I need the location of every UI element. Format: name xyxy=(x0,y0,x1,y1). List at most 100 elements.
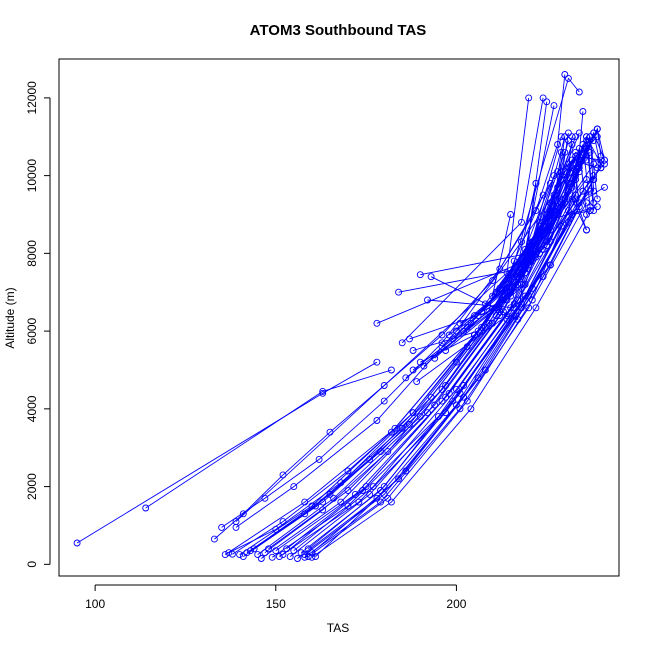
data-point xyxy=(431,401,439,409)
data-point xyxy=(456,319,464,327)
data-point xyxy=(301,551,309,559)
data-point xyxy=(373,358,381,366)
data-point xyxy=(387,428,395,436)
data-point xyxy=(283,545,291,553)
data-point xyxy=(377,498,384,506)
series-line-44 xyxy=(448,183,537,336)
data-point xyxy=(315,455,323,463)
data-point xyxy=(268,553,276,561)
data-point xyxy=(373,494,381,502)
data-point xyxy=(575,88,583,96)
data-point xyxy=(550,102,558,110)
series-line-26 xyxy=(308,190,584,550)
data-point xyxy=(474,312,482,320)
data-point xyxy=(590,187,598,195)
series-line-66 xyxy=(510,148,587,281)
data-point xyxy=(380,382,388,389)
series-line-25 xyxy=(311,210,591,558)
data-point xyxy=(424,409,431,417)
data-point xyxy=(279,551,287,559)
data-point xyxy=(275,553,283,561)
data-point xyxy=(467,405,475,413)
data-point xyxy=(572,172,580,180)
data-point xyxy=(312,502,319,510)
data-point xyxy=(492,288,500,296)
data-point xyxy=(254,551,262,559)
data-point xyxy=(445,331,453,339)
data-point xyxy=(489,292,496,300)
data-point xyxy=(597,164,605,172)
data-point xyxy=(507,277,515,285)
data-point xyxy=(362,483,370,491)
data-point xyxy=(312,553,319,561)
data-point xyxy=(499,308,507,316)
y-tick-label: 0 xyxy=(25,561,39,568)
data-point xyxy=(496,284,504,292)
data-point xyxy=(442,393,450,401)
series-line-27 xyxy=(311,179,595,554)
data-point xyxy=(359,487,366,494)
data-point xyxy=(507,211,515,218)
data-point xyxy=(481,300,489,308)
series-line-34 xyxy=(235,97,530,522)
y-tick-label: 12000 xyxy=(25,81,39,115)
data-point xyxy=(279,518,287,526)
data-point xyxy=(294,555,301,562)
data-point xyxy=(384,494,392,502)
data-point xyxy=(308,553,316,561)
data-point xyxy=(380,483,388,491)
data-point xyxy=(438,385,446,393)
data-point xyxy=(236,551,244,559)
x-tick-label: 200 xyxy=(446,597,466,611)
data-point xyxy=(380,397,388,405)
data-point xyxy=(525,261,533,269)
data-point xyxy=(474,374,482,382)
data-point xyxy=(409,347,417,354)
series-line-77 xyxy=(499,77,580,312)
data-point xyxy=(478,323,486,331)
y-axis-label: Altitude (m) xyxy=(3,287,17,348)
data-point xyxy=(507,292,515,300)
data-point xyxy=(510,284,518,292)
data-point xyxy=(427,273,435,281)
data-point xyxy=(601,156,608,164)
data-point xyxy=(452,401,460,409)
data-point xyxy=(564,74,572,82)
data-point xyxy=(557,176,565,183)
data-point xyxy=(463,397,471,405)
series-line-1 xyxy=(76,361,378,544)
y-tick-label: 10000 xyxy=(25,159,39,193)
data-point xyxy=(546,261,554,269)
data-point xyxy=(492,312,500,320)
data-point xyxy=(536,249,543,257)
series-line-67 xyxy=(517,144,591,277)
data-point xyxy=(593,195,601,203)
data-point xyxy=(601,183,608,191)
data-point xyxy=(590,199,598,207)
data-point xyxy=(355,498,363,506)
data-point xyxy=(261,549,269,557)
data-point xyxy=(467,319,475,327)
data-point xyxy=(431,354,439,362)
data-point xyxy=(228,550,236,558)
series-line-11 xyxy=(261,206,598,559)
plot-frame xyxy=(58,58,620,577)
y-tick-label: 2000 xyxy=(25,473,39,500)
data-point xyxy=(409,366,417,374)
data-point xyxy=(232,518,240,526)
data-point xyxy=(539,246,547,253)
data-point xyxy=(564,207,572,215)
data-point xyxy=(471,331,478,339)
data-point xyxy=(387,498,395,506)
data-point xyxy=(550,172,558,180)
data-point xyxy=(395,288,403,296)
data-point xyxy=(373,319,381,327)
data-point xyxy=(377,487,384,494)
data-point xyxy=(496,308,504,316)
data-point xyxy=(243,549,251,557)
data-point xyxy=(304,545,312,553)
data-point xyxy=(225,549,233,557)
data-point xyxy=(554,141,562,148)
data-point xyxy=(438,343,446,351)
data-point xyxy=(525,94,533,102)
